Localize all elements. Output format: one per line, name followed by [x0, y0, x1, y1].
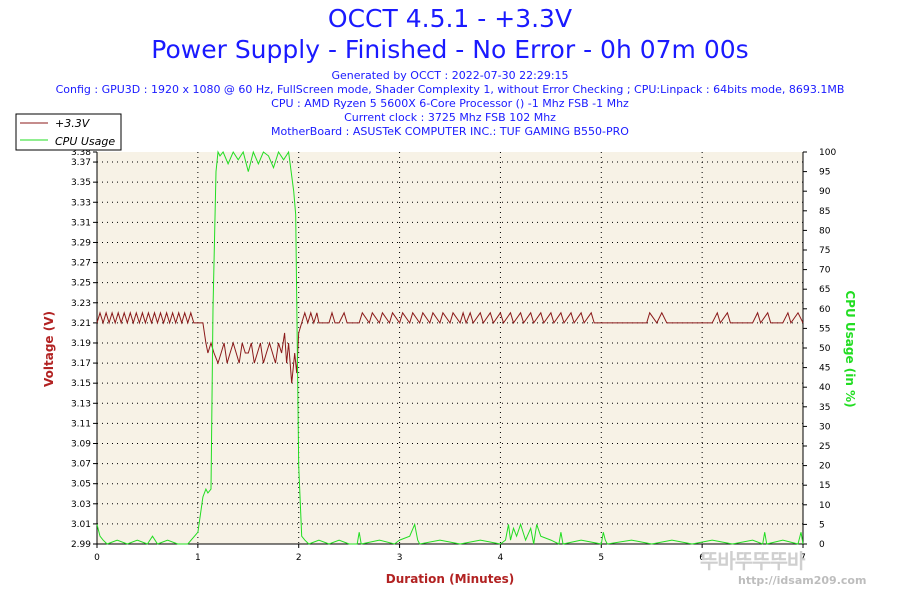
- y-right-tick-label: 55: [819, 324, 830, 334]
- y-axis-label-right: CPU Usage (in %): [843, 290, 857, 407]
- y-left-tick-label: 3.35: [71, 178, 91, 188]
- x-tick-label: 2: [296, 553, 302, 563]
- y-left-tick-label: 3.25: [71, 279, 91, 289]
- series-line-voltage: [96, 311, 804, 384]
- grid-lines: [97, 152, 803, 544]
- y-right-tick-label: 60: [819, 305, 831, 315]
- x-tick-label: 7: [800, 553, 806, 563]
- y-left-tick-label: 3.03: [71, 500, 91, 510]
- y-left-tick-label: 3.13: [71, 399, 91, 409]
- y-left-tick-label: 3.31: [71, 218, 91, 228]
- y-right-tick-label: 0: [819, 540, 825, 550]
- watermark: 뚜바뚜뚜뚜바 http://idsam209.com: [700, 545, 890, 590]
- watermark-logo: 뚜바뚜뚜뚜바: [700, 549, 805, 573]
- y-right-tick-label: 30: [819, 422, 831, 432]
- x-tick-label: 6: [699, 553, 705, 563]
- y-right-tick-label: 10: [819, 501, 831, 511]
- x-tick-label: 1: [195, 553, 201, 563]
- info-motherboard: MotherBoard : ASUSTeK COMPUTER INC.: TUF…: [271, 125, 629, 138]
- y-right-tick-label: 90: [819, 187, 831, 197]
- y-right-tick-label: 35: [819, 403, 830, 413]
- info-config: Config : GPU3D : 1920 x 1080 @ 60 Hz, Fu…: [55, 83, 845, 96]
- y-right-tick-label: 80: [819, 226, 831, 236]
- y-right-tick-label: 65: [819, 285, 830, 295]
- y-right-tick-label: 5: [819, 520, 825, 530]
- axes: [93, 151, 807, 548]
- y-left-tick-label: 3.19: [71, 339, 91, 349]
- legend-box: [15, 113, 122, 151]
- y-axis-label-left: Voltage (V): [42, 311, 56, 387]
- info-generated: Generated by OCCT : 2022-07-30 22:29:15: [331, 69, 569, 82]
- plot-background: [97, 152, 803, 544]
- y-right-tick-label: 15: [819, 481, 830, 491]
- y-right-tick-label: 100: [819, 148, 836, 158]
- y-left-tick-label: 3.11: [71, 419, 91, 429]
- y-left-tick-label: 3.09: [71, 439, 91, 449]
- y-left-tick-label: 3.01: [71, 520, 91, 530]
- y-right-tick-label: 85: [819, 207, 830, 217]
- x-tick-label: 5: [598, 553, 604, 563]
- y-left-tick-label: 2.99: [71, 540, 91, 550]
- y-left-tick-label: 3.37: [71, 158, 91, 168]
- x-tick-label: 3: [397, 553, 403, 563]
- y-right-tick-label: 50: [819, 344, 831, 354]
- y-left-tick-label: 3.17: [71, 359, 91, 369]
- info-cpu: CPU : AMD Ryzen 5 5600X 6-Core Processor…: [271, 97, 629, 110]
- watermark-url: http://idsam209.com: [738, 574, 867, 587]
- y-left-tick-label: 3.23: [71, 299, 91, 309]
- y-left-tick-label: 3.21: [71, 319, 91, 329]
- x-tick-label: 4: [498, 553, 504, 563]
- x-axis-label: Duration (Minutes): [386, 572, 514, 586]
- y-right-tick-label: 20: [819, 462, 831, 472]
- y-right-tick-label: 70: [819, 266, 831, 276]
- chart-title: OCCT 4.5.1 - +3.3V: [327, 4, 573, 33]
- y-left-tick-label: 3.29: [71, 238, 91, 248]
- y-right-tick-label: 75: [819, 246, 830, 256]
- y-left-tick-label: 3.38: [71, 148, 91, 158]
- y-left-tick-label: 3.15: [71, 379, 91, 389]
- info-clock: Current clock : 3725 Mhz FSB 102 Mhz: [344, 111, 556, 124]
- tick-labels: 2.99 3.01 3.03 3.05 3.07 3.09 3.11 3.13 3.15 3.17…: [71, 148, 836, 563]
- y-left-tick-label: 3.27: [71, 259, 91, 269]
- legend: +3.3V CPU Usage: [15, 113, 122, 151]
- series-line-cpu-usage: [96, 150, 804, 545]
- legend-label-voltage: +3.3V: [55, 117, 91, 130]
- y-left-tick-label: 3.07: [71, 460, 91, 470]
- y-right-tick-label: 95: [819, 168, 830, 178]
- chart-subtitle: Power Supply - Finished - No Error - 0h …: [151, 35, 749, 64]
- y-right-tick-label: 45: [819, 364, 830, 374]
- y-right-tick-label: 40: [819, 383, 831, 393]
- y-left-tick-label: 3.05: [71, 480, 91, 490]
- legend-label-cpu: CPU Usage: [55, 135, 115, 148]
- y-left-tick-label: 3.33: [71, 198, 91, 208]
- series-layer: [96, 150, 804, 545]
- y-right-tick-label: 25: [819, 442, 830, 452]
- x-tick-label: 0: [94, 553, 100, 563]
